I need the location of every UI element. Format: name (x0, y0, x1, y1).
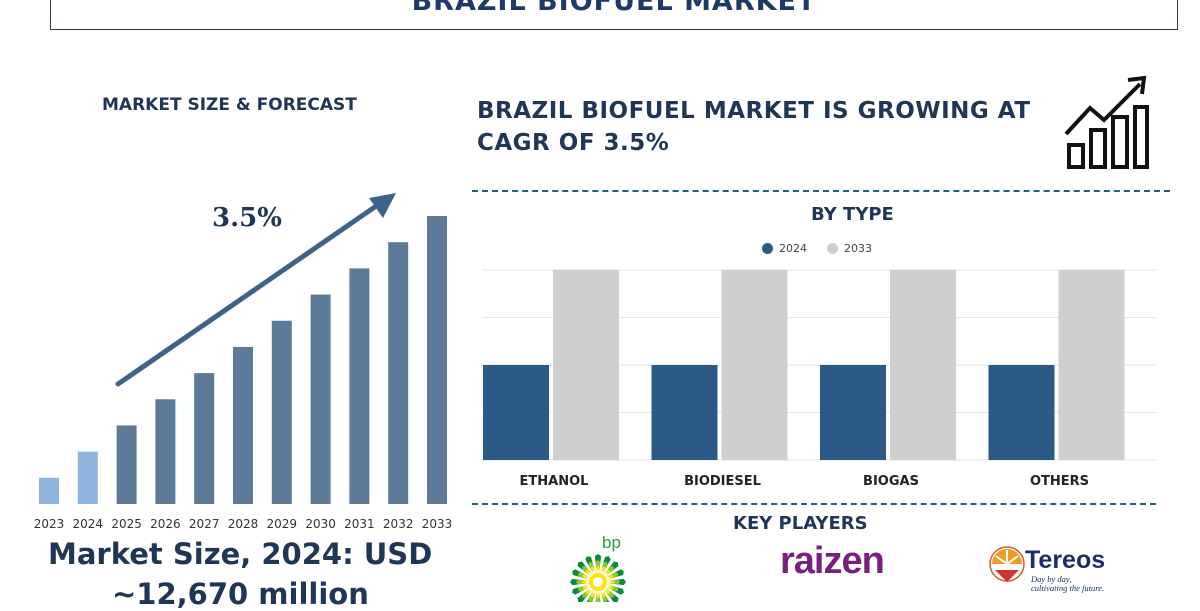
forecast-bar-2029 (271, 320, 292, 504)
forecast-tick-2033: 2033 (422, 517, 453, 531)
trend-arrow-head (369, 193, 396, 218)
forecast-bar-2025 (116, 425, 137, 504)
market-size-line2: ~12,670 million (112, 577, 369, 611)
forecast-tick-2027: 2027 (189, 517, 220, 531)
forecast-bar-2031 (349, 268, 370, 504)
forecast-tick-2023: 2023 (34, 517, 65, 531)
by-type-bar-chart: ETHANOL BIODIESEL BIOGAS OTHERS (482, 269, 1156, 489)
growth-headline-line2: CAGR OF 3.5% (477, 130, 670, 156)
forecast-bar-2023 (39, 477, 59, 504)
type-tick-biogas: BIOGAS (863, 474, 919, 489)
type-bar-biogas-2033 (890, 270, 956, 460)
forecast-tick-2028: 2028 (228, 517, 259, 531)
by-type-heading: BY TYPE (811, 204, 894, 225)
legend-2033: 2033 (827, 242, 872, 255)
forecast-bar-2024 (77, 451, 98, 504)
divider-bottom (472, 503, 1156, 505)
type-bar-ethanol-2033 (553, 270, 619, 460)
forecast-bar-2032 (388, 242, 409, 504)
forecast-bar-2028 (233, 346, 253, 504)
type-tick-biodiesel: BIODIESEL (684, 474, 761, 489)
forecast-bar-2027 (194, 373, 215, 504)
growth-headline-line1: BRAZIL BIOFUEL MARKET IS GROWING AT (477, 98, 1031, 124)
bp-logo-text: bp (602, 533, 621, 552)
type-bar-biodiesel-2024 (651, 365, 718, 460)
forecast-tick-2026: 2026 (150, 517, 181, 531)
forecast-bar-2026 (155, 399, 176, 504)
trend-arrow-line (115, 199, 385, 387)
forecast-bar-2033 (427, 216, 447, 504)
forecast-bar-chart: 2023 2024 2025 2026 2027 2028 2029 2030 2031 2032… (34, 193, 453, 531)
legend-2024-label: 2024 (779, 242, 807, 255)
forecast-tick-2031: 2031 (344, 517, 375, 531)
tereos-tagline-1: Day by day, (1031, 574, 1072, 584)
legend-2024: 2024 (762, 242, 807, 255)
legend-2033-swatch (827, 243, 838, 254)
type-bar-others-2033 (1058, 270, 1125, 460)
forecast-tick-2025: 2025 (111, 517, 142, 531)
legend-2033-label: 2033 (844, 242, 872, 255)
forecast-tick-2030: 2030 (305, 517, 336, 531)
market-size-line1: Market Size, 2024: USD (48, 537, 433, 571)
tereos-tagline-2: cultivating the future. (1031, 583, 1105, 593)
tereos-logo-text: Tereos (1025, 546, 1106, 574)
forecast-tick-2029: 2029 (267, 517, 298, 531)
bar-growth-arrow-icon (1064, 75, 1149, 169)
type-tick-others: OTHERS (1030, 474, 1089, 489)
type-bar-biodiesel-2033 (721, 270, 788, 460)
page-title: BRAZIL BIOFUEL MARKET (411, 0, 817, 17)
bp-helios-logo (570, 554, 626, 602)
forecast-bar-2030 (310, 294, 331, 504)
key-players-heading: KEY PLAYERS (733, 513, 868, 534)
legend-2024-swatch (762, 243, 773, 254)
title-banner: BRAZIL BIOFUEL MARKET (50, 0, 1178, 30)
divider-top (472, 190, 1170, 192)
tereos-sun-logo (989, 546, 1025, 582)
type-bar-others-2024 (988, 365, 1055, 460)
type-tick-ethanol: ETHANOL (520, 474, 589, 489)
raizen-logo: raizen (780, 540, 885, 582)
forecast-tick-2024: 2024 (73, 517, 104, 531)
market-size-heading: MARKET SIZE & FORECAST (102, 95, 357, 115)
type-bar-biogas-2024 (820, 365, 886, 460)
forecast-tick-2032: 2032 (383, 517, 414, 531)
cagr-annotation: 3.5% (212, 203, 282, 233)
type-bar-ethanol-2024 (483, 365, 549, 460)
